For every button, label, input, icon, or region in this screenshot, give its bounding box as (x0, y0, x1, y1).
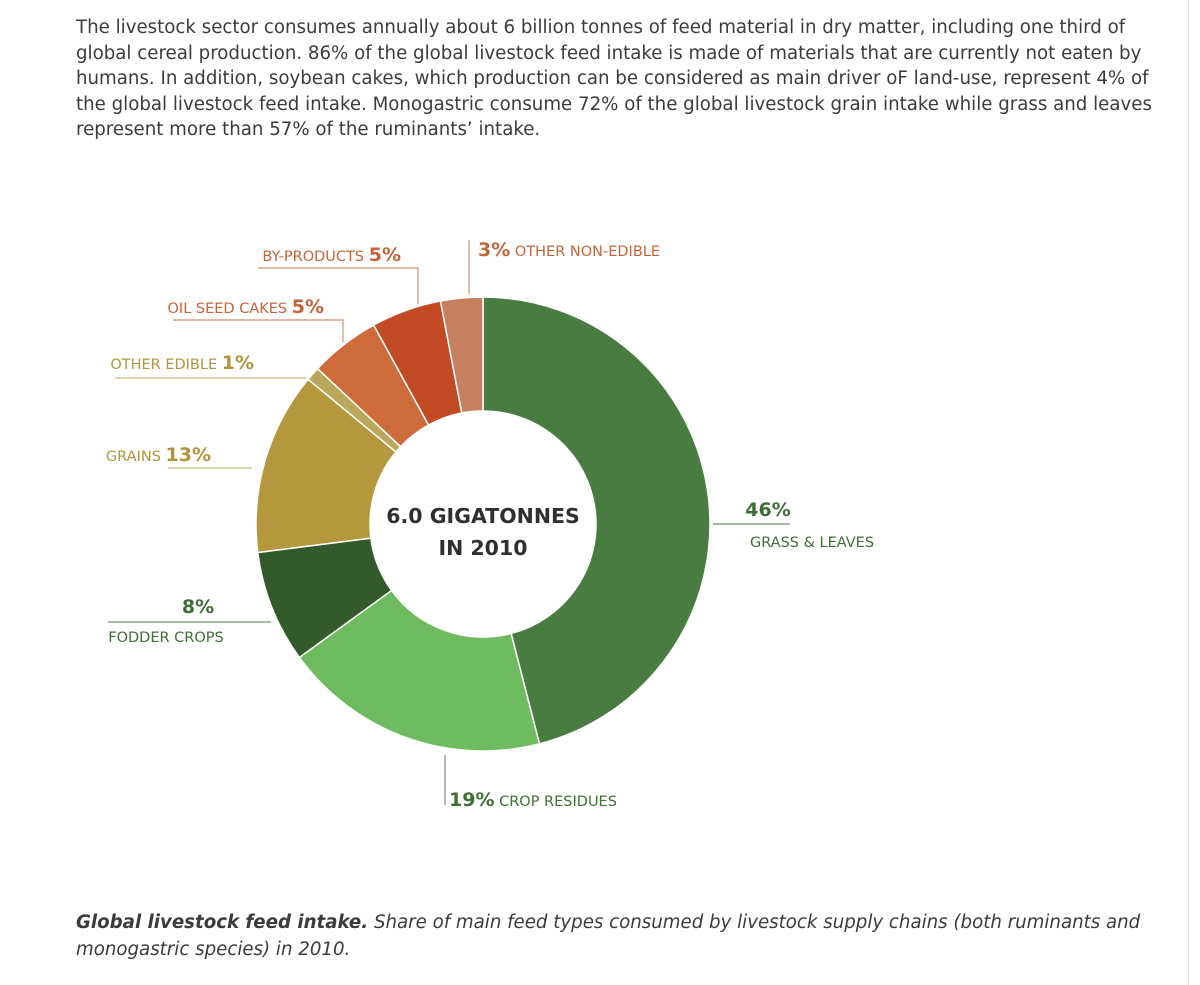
label-other-edible-part-1: OTHER EDIBLE (110, 357, 221, 373)
label-grass-leaves-name: GRASS & LEAVES (750, 535, 874, 551)
label-crop-residues: 19% CROP RESIDUES (449, 789, 617, 811)
label-fodder-crops-name-part-1: FODDER CROPS (108, 630, 224, 646)
feed-intake-donut-chart: 6.0 GIGATONNES IN 2010 46% GRASS & LEAVES 19… (106, 239, 874, 811)
label-other-edible: OTHER EDIBLE 1% (110, 352, 254, 374)
slice-other-non-edible (439, 296, 484, 414)
label-fodder-crops-value: 8% (182, 596, 214, 618)
figure-caption: Global livestock feed intake. Share of m… (76, 910, 1156, 963)
label-grains: GRAINS 13% (106, 444, 211, 466)
label-by-products-part-1: BY-PRODUCTS (262, 249, 368, 265)
leader-by-products (258, 267, 419, 304)
label-grains-part-2: 13% (166, 444, 211, 466)
intro-paragraph: The livestock sector consumes annually a… (76, 17, 1152, 140)
center-label-line-2: IN 2010 (439, 536, 528, 560)
leader-oil-seed-cakes (173, 319, 344, 342)
label-crop-residues-part-1: 19% (449, 789, 494, 811)
label-other-non-edible-part-1: 3% (478, 239, 510, 261)
label-grass-leaves-name-part-1: GRASS & LEAVES (750, 535, 874, 551)
label-by-products-part-2: 5% (369, 244, 401, 266)
label-oil-seed-cakes-part-2: 5% (292, 296, 324, 318)
slice-grass-leaves (482, 296, 711, 745)
page-edge-divider (1188, 0, 1189, 985)
label-grains-part-1: GRAINS (106, 449, 166, 465)
label-fodder-crops-name: FODDER CROPS (108, 630, 224, 646)
label-crop-residues-part-2: CROP RESIDUES (494, 794, 616, 810)
label-other-non-edible-part-2: OTHER NON-EDIBLE (510, 244, 660, 260)
center-label-line-1: 6.0 GIGATONNES (386, 504, 580, 528)
slice-crop-residues (298, 589, 541, 752)
label-fodder-crops-value-part-1: 8% (182, 596, 214, 618)
label-other-non-edible: 3% OTHER NON-EDIBLE (478, 239, 660, 261)
label-other-edible-part-2: 1% (222, 352, 254, 374)
label-grass-leaves-value-part-1: 46% (745, 499, 790, 521)
label-by-products: BY-PRODUCTS 5% (262, 244, 401, 266)
label-grass-leaves-value: 46% (745, 499, 790, 521)
label-oil-seed-cakes: OIL SEED CAKES 5% (168, 296, 324, 318)
caption-title: Global livestock feed intake. (76, 912, 369, 933)
caption-text: Share of main feed types consumed by liv… (76, 912, 1141, 960)
label-oil-seed-cakes-part-1: OIL SEED CAKES (168, 301, 292, 317)
